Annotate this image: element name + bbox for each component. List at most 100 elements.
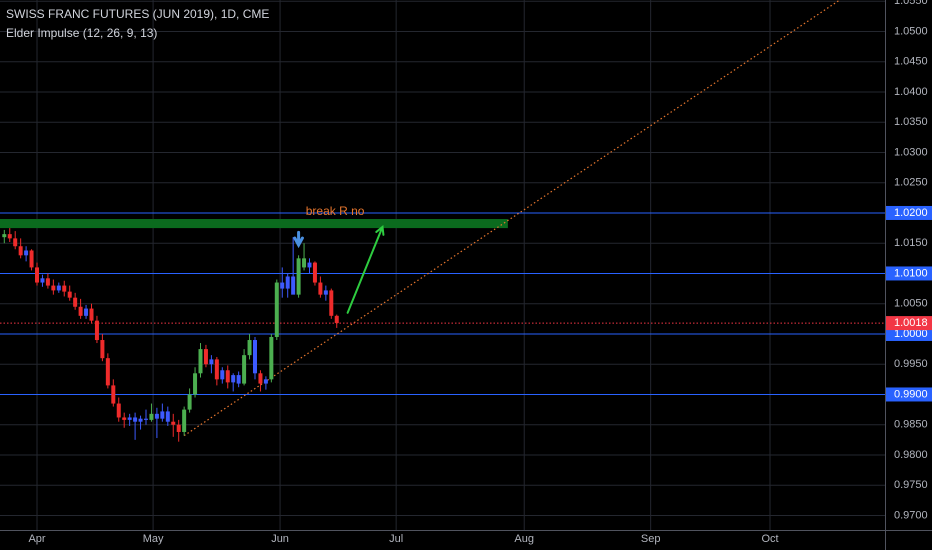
x-tick-label: Jul: [389, 533, 403, 545]
candle-body: [329, 290, 334, 316]
level-label: 0.9900: [894, 388, 928, 400]
candle-body: [236, 375, 241, 384]
candle-body: [18, 246, 23, 256]
arrow: [293, 230, 304, 249]
candle-body: [296, 258, 301, 295]
x-tick-label: May: [143, 533, 164, 545]
y-tick-label: 1.0050: [894, 298, 928, 310]
candle-body: [78, 306, 83, 316]
candle-body: [56, 285, 61, 291]
candle-body: [274, 282, 279, 337]
plot: break R no: [0, 0, 885, 442]
candle-body: [242, 355, 247, 384]
candle-body: [51, 285, 56, 291]
candle-body: [45, 278, 50, 286]
level-label-box: [886, 387, 932, 402]
y-tick-label: 0.9850: [894, 419, 928, 431]
candle-body: [67, 291, 72, 298]
resistance-zone: [0, 219, 508, 229]
x-tick-label: Oct: [761, 533, 778, 545]
y-tick-label: 1.0450: [894, 56, 928, 68]
y-tick-label: 1.0550: [894, 0, 928, 7]
level-label-box: [886, 205, 932, 220]
candle-body: [73, 297, 78, 307]
candle-body: [94, 320, 99, 341]
candle-body: [231, 375, 236, 383]
candle-body: [323, 290, 328, 295]
y-tick-label: 1.0350: [894, 116, 928, 128]
candle-body: [263, 379, 268, 384]
last-price-box: [886, 316, 932, 331]
y-tick-label: 1.0150: [894, 237, 928, 249]
axes: 1.0550 1.0500 1.0450 1.0400 1.0350 1.0300 1.02…: [28, 0, 932, 545]
candle-body: [280, 282, 285, 289]
candle-body: [133, 417, 138, 422]
arrow: [346, 224, 385, 314]
candle-body: [154, 413, 159, 419]
candle-body: [7, 234, 12, 239]
candle-body: [334, 315, 339, 324]
y-tick-label: 0.9800: [894, 449, 928, 461]
candle-body: [193, 373, 198, 395]
candle-body: [285, 276, 290, 289]
x-tick-label: Aug: [514, 533, 534, 545]
candle-body: [247, 340, 252, 356]
candle-body: [24, 250, 29, 256]
y-tick-label: 1.0500: [894, 25, 928, 37]
indicator-label: Elder Impulse (12, 26, 9, 13): [6, 26, 157, 40]
candle-body: [160, 411, 165, 419]
y-tick-label: 0.9950: [894, 358, 928, 370]
candle-body: [269, 336, 274, 380]
level-label: 1.0000: [894, 328, 928, 340]
candle-body: [209, 359, 214, 365]
level-label: 1.0200: [894, 207, 928, 219]
candle-body: [149, 413, 154, 420]
candle-body: [111, 385, 116, 404]
candle-body: [258, 373, 263, 384]
candle-body: [62, 285, 67, 292]
candle-body: [203, 349, 208, 365]
candle-body: [225, 370, 230, 383]
candle-body: [307, 262, 312, 268]
candle-body: [35, 267, 40, 283]
candle-body: [171, 421, 176, 425]
last-price-label: 1.0018: [894, 317, 928, 329]
candle-body: [312, 262, 317, 283]
candle-body: [122, 417, 127, 420]
y-tick-label: 1.0400: [894, 86, 928, 98]
candle-body: [182, 409, 187, 432]
x-tick-label: Jun: [271, 533, 289, 545]
candle-body: [2, 234, 7, 238]
candle-body: [302, 258, 307, 268]
candle-body: [144, 418, 149, 420]
candle-body: [127, 417, 132, 420]
grid: [0, 0, 885, 530]
y-tick-label: 0.9700: [894, 509, 928, 521]
candle-body: [214, 359, 219, 380]
level-label-box: [886, 326, 932, 341]
candle-body: [13, 238, 18, 247]
level-label-box: [886, 266, 932, 281]
candle-body: [116, 403, 121, 418]
candle-body: [198, 349, 203, 374]
level-label: 1.0100: [894, 267, 928, 279]
chart-title: SWISS FRANC FUTURES (JUN 2019), 1D, CME: [6, 7, 269, 21]
y-tick-label: 1.0250: [894, 177, 928, 189]
candle-body: [89, 308, 94, 321]
x-tick-label: Apr: [28, 533, 45, 545]
candle-body: [252, 340, 257, 374]
y-tick-label: 0.9750: [894, 479, 928, 491]
candle-body: [40, 278, 45, 283]
candle-body: [165, 411, 170, 422]
candle-body: [29, 250, 34, 268]
candle-body: [187, 394, 192, 410]
candle-body: [291, 276, 296, 295]
candle-body: [220, 370, 225, 380]
candle-body: [84, 308, 89, 316]
y-tick-label: 1.0300: [894, 146, 928, 158]
candle-body: [138, 418, 143, 422]
candle-body: [100, 340, 105, 359]
